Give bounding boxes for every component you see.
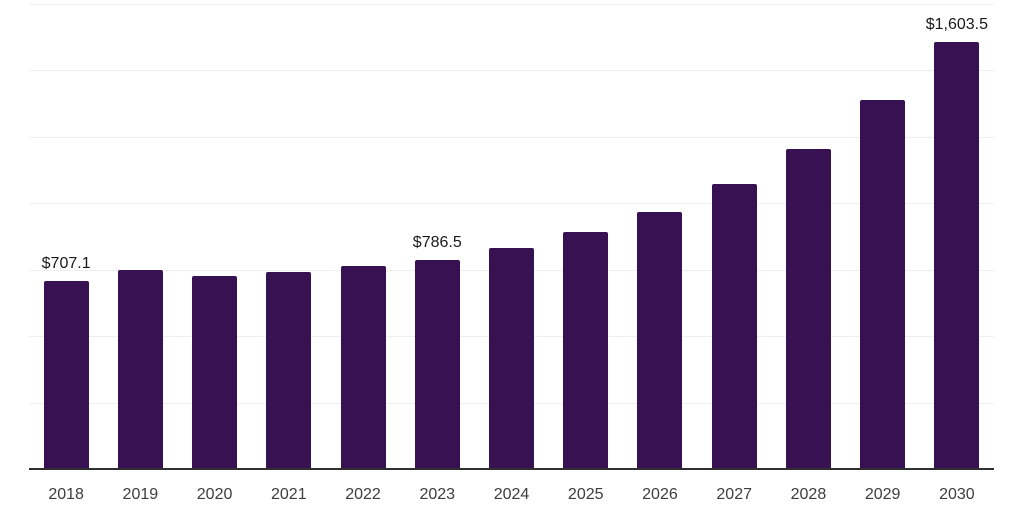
bar-2022 [340,266,386,469]
bar-2027 [711,184,757,469]
x-tick-label-2030: 2030 [939,486,975,503]
bar-2024 [489,247,534,469]
data-label-2023: $786.5 [412,233,462,251]
x-tick-label-2025: 2025 [567,486,604,503]
gridline-1250 [29,136,994,138]
bar-2018 [43,280,89,469]
x-tick-label-2021: 2021 [271,486,307,503]
bar-2021 [266,272,312,469]
x-tick-label-2026: 2026 [642,486,678,503]
gridline-1750 [29,3,994,5]
data-label-2018: $707.1 [41,254,91,272]
x-tick-label-2019: 2019 [122,486,159,503]
x-tick-label-2027: 2027 [716,486,752,503]
x-axis-line [29,468,994,470]
bar-2030 [934,42,980,469]
data-label-2030: $1,603.5 [925,16,989,34]
x-tick-label-2018: 2018 [48,486,84,503]
x-tick-label-2023: 2023 [419,486,456,503]
x-tick-label-2029: 2029 [864,486,901,503]
bar-2023 [414,259,460,469]
x-tick-label-2020: 2020 [196,486,233,503]
bar-2026 [637,211,683,469]
gridline-1500 [29,70,994,71]
bar-2019 [117,269,163,469]
bar-2029 [860,100,906,469]
x-tick-label-2028: 2028 [790,486,827,503]
x-tick-label-2022: 2022 [345,486,381,503]
x-tick-label-2024: 2024 [493,486,530,503]
gridline-1000 [29,203,994,204]
bar-2020 [192,275,238,469]
bar-2028 [785,149,831,469]
bar-2025 [563,232,609,469]
